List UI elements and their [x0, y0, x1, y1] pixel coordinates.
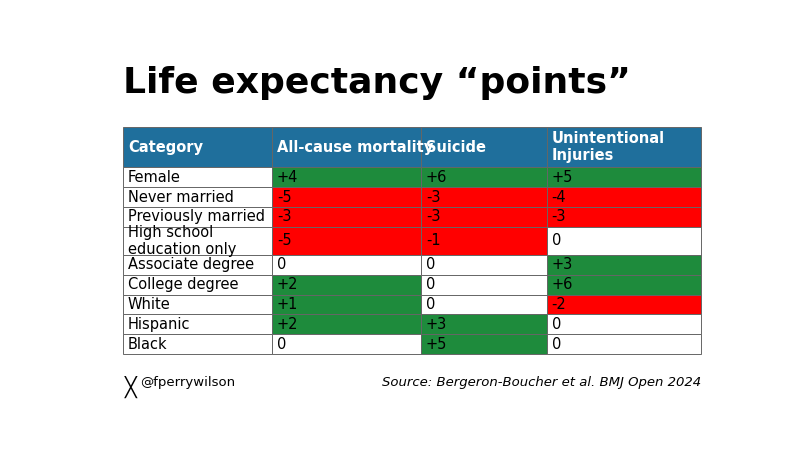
Text: Suicide: Suicide [426, 140, 486, 155]
Text: +2: +2 [277, 277, 298, 292]
Bar [421, 315, 547, 334]
Bar [272, 295, 421, 315]
Bar [547, 274, 701, 295]
Text: 0: 0 [426, 297, 435, 312]
Bar [123, 315, 272, 334]
Text: 0: 0 [552, 317, 561, 332]
Bar [272, 127, 421, 167]
Text: -1: -1 [426, 234, 441, 248]
Text: -3: -3 [426, 189, 440, 205]
Text: -5: -5 [277, 189, 291, 205]
Text: Previously married: Previously married [128, 209, 265, 225]
Bar [421, 274, 547, 295]
Bar [272, 315, 421, 334]
Bar [421, 227, 547, 255]
Bar [272, 167, 421, 187]
Bar [547, 207, 701, 227]
Bar [272, 255, 421, 274]
Text: -3: -3 [277, 209, 291, 225]
Text: 0: 0 [426, 257, 435, 272]
Bar [272, 207, 421, 227]
Text: High school
education only: High school education only [128, 225, 236, 257]
Text: Black: Black [128, 337, 167, 352]
Bar [123, 295, 272, 315]
Bar [123, 167, 272, 187]
Text: +6: +6 [426, 170, 447, 184]
Text: +3: +3 [552, 257, 573, 272]
Text: All-cause mortality: All-cause mortality [277, 140, 433, 155]
Bar [123, 274, 272, 295]
Text: -3: -3 [552, 209, 566, 225]
Text: Unintentional
Injuries: Unintentional Injuries [552, 131, 665, 163]
Text: +2: +2 [277, 317, 298, 332]
Text: +1: +1 [277, 297, 298, 312]
Bar [421, 334, 547, 354]
Bar [421, 295, 547, 315]
Text: 0: 0 [426, 277, 435, 292]
Bar [421, 167, 547, 187]
Bar [123, 255, 272, 274]
Text: Associate degree: Associate degree [128, 257, 254, 272]
Text: Never married: Never married [128, 189, 234, 205]
Text: +5: +5 [426, 337, 447, 352]
Bar [272, 227, 421, 255]
Text: 0: 0 [552, 234, 561, 248]
Bar [123, 227, 272, 255]
Bar [123, 207, 272, 227]
Text: Hispanic: Hispanic [128, 317, 190, 332]
Text: Life expectancy “points”: Life expectancy “points” [123, 66, 631, 99]
Text: Category: Category [128, 140, 203, 155]
Text: +4: +4 [277, 170, 298, 184]
Text: @fperrywilson: @fperrywilson [140, 376, 235, 389]
Bar [547, 295, 701, 315]
Bar [272, 334, 421, 354]
Text: White: White [128, 297, 170, 312]
Text: 0: 0 [552, 337, 561, 352]
Bar [547, 255, 701, 274]
Bar [421, 187, 547, 207]
Text: Female: Female [128, 170, 181, 184]
Text: +3: +3 [426, 317, 447, 332]
Bar [421, 127, 547, 167]
Text: -4: -4 [552, 189, 566, 205]
Bar [547, 315, 701, 334]
Text: College degree: College degree [128, 277, 238, 292]
Bar [547, 127, 701, 167]
Text: -5: -5 [277, 234, 291, 248]
Bar [123, 187, 272, 207]
Text: 0: 0 [277, 257, 286, 272]
Bar [272, 274, 421, 295]
Bar [547, 227, 701, 255]
Bar [547, 187, 701, 207]
Text: -2: -2 [552, 297, 566, 312]
Text: +5: +5 [552, 170, 573, 184]
Bar [272, 187, 421, 207]
Bar [123, 334, 272, 354]
Bar [421, 255, 547, 274]
Bar [123, 127, 272, 167]
Text: 0: 0 [277, 337, 286, 352]
Text: Source: Bergeron-Boucher et al. BMJ Open 2024: Source: Bergeron-Boucher et al. BMJ Open… [382, 376, 701, 389]
Text: -3: -3 [426, 209, 440, 225]
Text: ╳: ╳ [125, 376, 137, 398]
Text: +6: +6 [552, 277, 573, 292]
Bar [547, 334, 701, 354]
Bar [421, 207, 547, 227]
Bar [547, 167, 701, 187]
